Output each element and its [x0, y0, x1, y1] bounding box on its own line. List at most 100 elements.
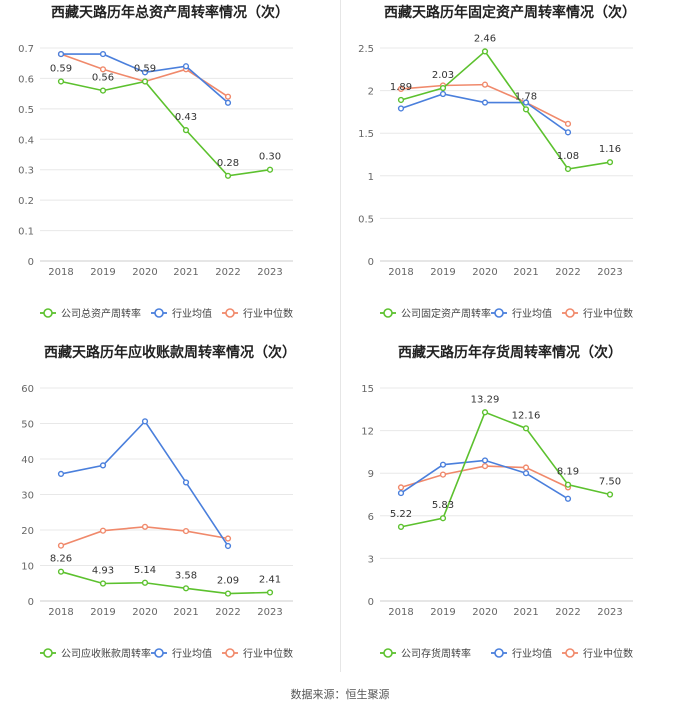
data-label: 1.78	[515, 91, 537, 102]
y-tick-label: 0.3	[18, 166, 34, 177]
legend-marker-industry_median	[565, 648, 575, 658]
y-tick-label: 2	[368, 87, 374, 98]
data-point-industry_median	[481, 81, 489, 88]
data-label: 12.16	[512, 410, 541, 421]
data-point-company	[564, 481, 572, 488]
x-tick-label: 2021	[513, 607, 538, 618]
data-point-industry_median	[99, 527, 107, 534]
y-tick-label: 2.5	[358, 44, 374, 55]
y-tick-label: 0.4	[18, 135, 34, 146]
data-point-industry_avg	[564, 495, 572, 502]
data-point-company	[99, 87, 107, 94]
x-tick-label: 2023	[597, 607, 622, 618]
data-label: 2.03	[432, 70, 454, 81]
chart-title: 西藏天路历年存货周转率情况（次）	[398, 344, 622, 361]
data-point-company	[224, 172, 232, 179]
data-label: 3.58	[175, 570, 197, 581]
data-label: 2.09	[217, 576, 239, 587]
x-tick-label: 2018	[48, 607, 73, 618]
legend-label: 行业中位数	[243, 647, 293, 660]
x-tick-label: 2019	[90, 607, 115, 618]
data-point-industry_avg	[57, 470, 65, 478]
data-label: 5.14	[134, 565, 156, 576]
x-tick-label: 2018	[48, 267, 73, 278]
x-tick-label: 2022	[215, 267, 240, 278]
total-asset-turnover-chart: 西藏天路历年总资产周转率情况（次） 0 0.1 0.2 0.3 0.4 0.5 0.6 0.7 2…	[18, 4, 293, 320]
chart-title: 西藏天路历年总资产周转率情况（次）	[51, 4, 289, 21]
legend-marker-company	[383, 308, 393, 318]
x-tick-label: 2019	[430, 607, 455, 618]
data-point-company	[564, 165, 572, 173]
data-point-industry_avg	[141, 418, 149, 425]
legend-marker-industry_avg	[494, 308, 504, 318]
legend-label: 行业中位数	[243, 307, 293, 320]
data-point-industry_median	[224, 535, 232, 542]
y-tick-label: 30	[21, 491, 34, 502]
data-label: 0.56	[92, 73, 114, 84]
data-point-industry_median	[481, 462, 489, 470]
data-point-industry_avg	[141, 69, 149, 76]
y-tick-label: 0.2	[18, 196, 34, 207]
data-point-company	[522, 425, 530, 432]
data-point-company	[481, 48, 489, 55]
data-point-company	[141, 78, 149, 85]
x-tick-label: 2022	[555, 267, 580, 278]
legend-label: 公司固定资产周转率	[401, 307, 491, 320]
x-tick-label: 2020	[132, 267, 157, 278]
data-point-industry_avg	[57, 50, 65, 58]
x-tick-label: 2020	[132, 607, 157, 618]
data-point-industry_avg	[99, 50, 107, 58]
data-point-industry_avg	[522, 99, 530, 106]
y-tick-label: 0.5	[358, 214, 374, 225]
data-point-company	[141, 579, 149, 586]
y-tick-label: 12	[361, 427, 374, 438]
data-source-footer: 数据来源：恒生聚源	[290, 688, 390, 701]
data-point-industry_avg	[397, 105, 405, 112]
data-point-company	[57, 568, 65, 575]
y-tick-label: 0.1	[18, 227, 34, 238]
data-point-industry_median	[397, 85, 405, 92]
data-label: 8.26	[50, 554, 72, 565]
y-tick-label: 0	[28, 257, 34, 268]
data-point-industry_avg	[224, 99, 232, 106]
legend-marker-company	[43, 648, 53, 658]
data-point-company	[57, 78, 65, 85]
y-tick-label: 0.6	[18, 74, 34, 85]
series-line-company	[400, 411, 611, 528]
data-point-industry_median	[224, 93, 232, 100]
chart-title: 西藏天路历年应收账款周转率情况（次）	[44, 344, 296, 361]
y-tick-label: 20	[21, 526, 34, 537]
data-point-industry_avg	[397, 489, 405, 497]
legend-marker-industry_median	[225, 648, 235, 658]
data-point-industry_median	[522, 464, 530, 471]
legend-marker-industry_median	[225, 308, 235, 318]
receivables-turnover-chart: 西藏天路历年应收账款周转率情况（次） 0 10 20 30 40 50 60 2018 2019 2…	[21, 344, 296, 660]
data-point-industry_avg	[224, 542, 232, 550]
y-tick-label: 1.5	[358, 129, 374, 140]
legend-label: 行业均值	[512, 307, 552, 320]
legend-label: 公司总资产周转率	[61, 307, 141, 320]
data-point-industry_avg	[182, 479, 190, 486]
data-label: 1.89	[390, 82, 412, 93]
y-tick-label: 1	[368, 172, 374, 183]
data-point-industry_median	[564, 120, 572, 127]
data-point-company	[522, 106, 530, 113]
data-point-company	[481, 409, 489, 416]
data-point-industry_avg	[481, 457, 489, 464]
series-line-company	[60, 80, 271, 177]
x-tick-label: 2023	[257, 607, 282, 618]
y-tick-label: 0.5	[18, 105, 34, 116]
legend-marker-industry_median	[565, 308, 575, 318]
legend-marker-company	[43, 308, 53, 318]
legend-marker-industry_avg	[154, 308, 164, 318]
y-tick-label: 3	[368, 554, 374, 565]
series-line-company	[60, 570, 271, 595]
x-tick-label: 2023	[257, 267, 282, 278]
legend-marker-industry_avg	[154, 648, 164, 658]
data-label: 1.08	[557, 151, 579, 162]
legend-marker-company	[383, 648, 393, 658]
data-label: 0.28	[217, 158, 239, 169]
data-point-industry_median	[141, 523, 149, 530]
data-label: 13.29	[471, 394, 500, 405]
data-point-company	[439, 84, 447, 92]
